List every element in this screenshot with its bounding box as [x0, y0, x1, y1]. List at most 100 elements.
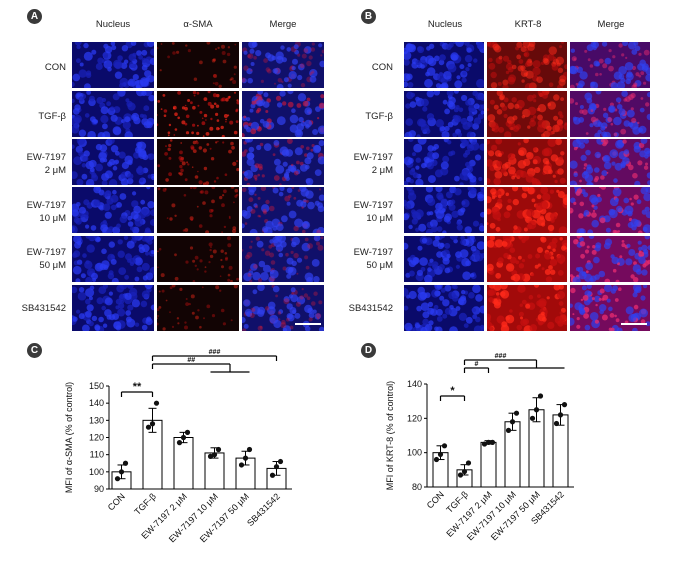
- panel-d-badge: D: [361, 343, 376, 358]
- y-tick-label: 150: [89, 381, 104, 391]
- panel-a-row-label: CON: [44, 62, 66, 73]
- data-point: [122, 460, 129, 466]
- micrograph-tile: [72, 187, 154, 233]
- data-point: [485, 439, 492, 445]
- data-point: [481, 441, 488, 447]
- data-point: [441, 443, 448, 449]
- micrograph-tile: [487, 139, 567, 185]
- micrograph-tile: [72, 91, 154, 137]
- panel-a-col-marker: α-SMA: [183, 19, 213, 30]
- micrograph-tile: [242, 139, 324, 185]
- micrograph-tile: [157, 236, 239, 282]
- bar: [480, 441, 497, 488]
- micrograph-tile: [242, 236, 324, 282]
- micrograph-tile: [242, 42, 324, 88]
- data-point: [505, 427, 512, 433]
- panel-a-scale-bar: [295, 323, 321, 325]
- y-tick-label: 120: [89, 433, 104, 443]
- micrograph-tile: [157, 139, 239, 185]
- data-point: [529, 415, 536, 421]
- data-point: [561, 402, 568, 408]
- micrograph-tile: [487, 42, 567, 88]
- data-point: [513, 410, 520, 416]
- significance-label: ##: [187, 357, 195, 364]
- panel-b-row-label: EW-7197 2 μM: [353, 152, 393, 176]
- panel-a-row-label: EW-7197 50 μM: [26, 247, 66, 271]
- panel-b-col-merge: Merge: [597, 19, 625, 30]
- data-point: [277, 458, 284, 465]
- micrograph-tile: [487, 285, 567, 331]
- panel-b-row-label: EW-7197 10 μM: [353, 200, 393, 224]
- panel-b-row-label: EW-7197 50 μM: [353, 247, 393, 271]
- data-point: [553, 420, 560, 427]
- significance-label: #: [475, 361, 479, 368]
- significance-label: ###: [209, 349, 221, 356]
- panel-a-row-label: EW-7197 2 μM: [26, 152, 66, 176]
- micrograph-tile: [242, 285, 324, 331]
- micrograph-tile: [404, 42, 484, 88]
- panel-c-badge: C: [27, 343, 42, 358]
- data-point: [465, 460, 472, 466]
- micrograph-tile: [404, 236, 484, 282]
- micrograph-tile: [570, 236, 650, 282]
- micrograph-tile: [72, 236, 154, 282]
- data-point: [437, 451, 444, 457]
- data-point: [537, 393, 544, 399]
- micrograph-tile: [570, 42, 650, 88]
- micrograph-tile: [487, 91, 567, 137]
- micrograph-tile: [570, 139, 650, 185]
- y-tick-label: 140: [407, 379, 422, 389]
- data-point: [246, 446, 253, 453]
- panel-a-badge: A: [27, 9, 42, 24]
- y-tick-label: 140: [89, 398, 104, 408]
- panel-b-scale-bar: [621, 323, 647, 325]
- micrograph-tile: [72, 42, 154, 88]
- data-point: [153, 400, 160, 406]
- data-point: [176, 440, 183, 446]
- y-tick-label: 80: [412, 482, 422, 492]
- y-tick-label: 130: [89, 415, 104, 425]
- micrograph-tile: [157, 187, 239, 233]
- significance-label: *: [450, 385, 455, 397]
- micrograph-tile: [487, 187, 567, 233]
- micrograph-tile: [242, 187, 324, 233]
- panel-b-row-label: SB431542: [348, 303, 393, 314]
- data-point: [509, 419, 516, 425]
- data-point: [238, 462, 245, 468]
- panel-b-col-nucleus: Nucleus: [427, 19, 463, 30]
- panel-b-row-label: CON: [371, 62, 393, 73]
- data-point: [149, 421, 156, 427]
- panel-b-col-marker: KRT-8: [514, 19, 542, 30]
- data-point: [269, 472, 276, 478]
- panel-a-row-label: EW-7197 10 μM: [26, 200, 66, 224]
- data-point: [180, 434, 187, 441]
- data-point: [273, 464, 280, 470]
- y-tick-label: 110: [90, 450, 104, 460]
- micrograph-tile: [72, 139, 154, 185]
- x-tick-label: CON: [425, 489, 446, 510]
- data-point: [433, 456, 440, 463]
- data-point: [557, 412, 564, 418]
- micrograph-tile: [570, 91, 650, 137]
- y-tick-label: 100: [407, 448, 422, 458]
- micrograph-tile: [157, 91, 239, 137]
- micrograph-tile: [404, 139, 484, 185]
- y-tick-label: 120: [407, 413, 422, 423]
- micrograph-tile: [157, 285, 239, 331]
- panel-a-row-label: SB431542: [21, 303, 66, 314]
- significance-label: **: [133, 381, 142, 393]
- y-axis-label: MFI of α-SMA (% of control): [64, 382, 74, 493]
- micrograph-tile: [157, 42, 239, 88]
- data-point: [207, 453, 214, 459]
- data-point: [118, 469, 125, 475]
- micrograph-tile: [404, 187, 484, 233]
- data-point: [145, 424, 152, 430]
- panel-b-badge: B: [361, 9, 376, 24]
- data-point: [184, 429, 191, 435]
- micrograph-tile: [242, 91, 324, 137]
- micrograph-tile: [404, 285, 484, 331]
- y-tick-label: 90: [94, 484, 104, 494]
- panel-a-row-label: TGF-β: [38, 111, 66, 122]
- data-point: [457, 472, 464, 478]
